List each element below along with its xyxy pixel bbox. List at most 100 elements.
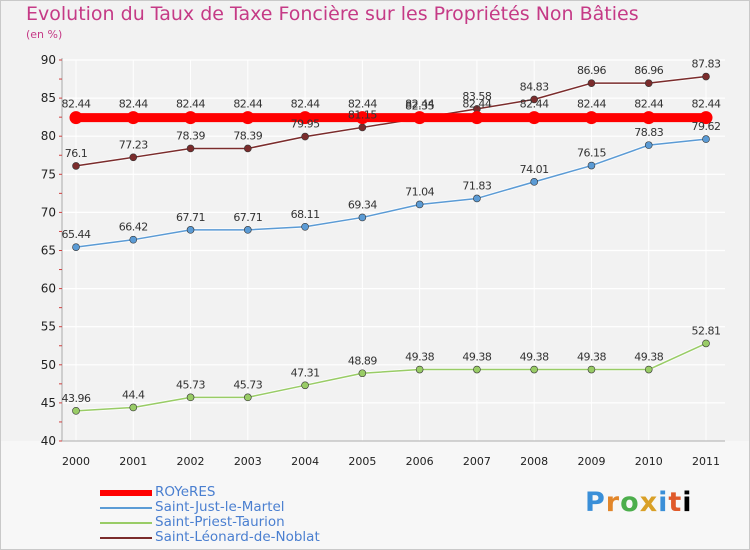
data-label: 48.89 bbox=[348, 354, 377, 367]
x-tick-label: 2002 bbox=[177, 455, 205, 468]
data-label: 82.44 bbox=[577, 98, 606, 111]
y-tick-label: 90 bbox=[41, 53, 56, 67]
data-label: 49.38 bbox=[405, 351, 434, 364]
data-label: 47.31 bbox=[291, 366, 320, 379]
legend-label: Saint-Léonard-de-Noblat bbox=[155, 529, 320, 545]
y-tick-label: 65 bbox=[41, 244, 56, 258]
data-point bbox=[244, 226, 252, 234]
data-point bbox=[699, 111, 713, 125]
data-label: 82.44 bbox=[634, 98, 663, 111]
data-point bbox=[69, 111, 83, 125]
y-tick-label: 85 bbox=[41, 91, 56, 105]
unit-label: (en %) bbox=[26, 28, 63, 41]
data-point bbox=[527, 111, 541, 125]
y-tick-label: 40 bbox=[41, 434, 56, 448]
data-point bbox=[72, 162, 80, 170]
y-tick-label: 45 bbox=[41, 396, 56, 410]
data-label: 71.83 bbox=[462, 179, 491, 192]
legend-label: Saint-Just-le-Martel bbox=[155, 499, 285, 515]
data-label: 82.35 bbox=[405, 99, 434, 112]
data-label: 82.44 bbox=[520, 98, 549, 111]
data-point bbox=[587, 161, 596, 170]
series-line bbox=[75, 138, 707, 248]
data-label: 49.38 bbox=[462, 351, 491, 364]
data-label: 52.81 bbox=[692, 324, 721, 337]
data-label: 87.83 bbox=[692, 58, 721, 71]
data-label: 79.95 bbox=[291, 118, 320, 131]
y-tick-label: 70 bbox=[41, 205, 56, 219]
legend: ROYeRES Saint-Just-le-Martel Saint-Pries… bbox=[100, 485, 400, 546]
data-point bbox=[186, 393, 195, 402]
x-tick-label: 2001 bbox=[119, 455, 147, 468]
chart-title: Evolution du Taux de Taxe Foncière sur l… bbox=[26, 3, 639, 25]
data-label: 82.44 bbox=[233, 98, 262, 111]
data-label: 71.04 bbox=[405, 185, 434, 198]
data-label: 45.73 bbox=[233, 378, 262, 391]
x-tick-label: 2000 bbox=[62, 455, 90, 468]
x-tick-label: 2006 bbox=[406, 455, 434, 468]
series-line bbox=[75, 342, 707, 412]
data-label: 82.44 bbox=[692, 98, 721, 111]
line-chart: 40 45 50 55 60 65 70 75 80 85 90 2000 2001 2002 2003 20… bbox=[41, 53, 725, 468]
data-point bbox=[72, 407, 80, 415]
data-label: 67.71 bbox=[176, 211, 205, 224]
legend-item: Saint-Just-le-Martel bbox=[100, 499, 400, 516]
data-point bbox=[415, 365, 424, 374]
data-point bbox=[184, 111, 198, 125]
legend-item: Saint-Priest-Taurion bbox=[100, 515, 400, 531]
data-point bbox=[358, 123, 367, 132]
legend-swatch bbox=[100, 490, 152, 496]
data-point bbox=[186, 144, 195, 153]
x-tick-label: 2009 bbox=[577, 455, 605, 468]
data-point bbox=[530, 178, 538, 186]
data-point bbox=[298, 111, 312, 125]
data-point bbox=[244, 393, 252, 402]
data-point bbox=[358, 213, 367, 222]
data-label: 68.11 bbox=[291, 208, 320, 221]
data-point bbox=[530, 95, 538, 104]
data-label: 82.44 bbox=[462, 98, 491, 111]
x-tick-label: 2011 bbox=[692, 455, 720, 468]
data-point bbox=[530, 365, 538, 374]
data-point bbox=[129, 153, 138, 162]
x-tick-label: 2003 bbox=[234, 455, 262, 468]
data-point bbox=[358, 369, 367, 378]
data-point bbox=[473, 365, 481, 374]
data-point bbox=[126, 111, 140, 125]
x-tick-label: 2005 bbox=[348, 455, 376, 468]
data-point bbox=[413, 111, 427, 125]
data-point bbox=[587, 365, 596, 374]
data-point bbox=[186, 226, 195, 234]
data-point bbox=[241, 111, 255, 125]
data-point bbox=[473, 194, 481, 203]
legend-item: ROYeRES bbox=[100, 485, 400, 501]
data-point bbox=[129, 235, 138, 244]
data-label: 74.01 bbox=[520, 163, 549, 176]
data-point bbox=[702, 339, 710, 348]
data-label: 82.44 bbox=[176, 98, 205, 111]
x-tick-label: 2008 bbox=[520, 455, 548, 468]
x-tick-label: 2004 bbox=[291, 455, 319, 468]
data-point bbox=[702, 72, 710, 81]
data-point bbox=[702, 135, 710, 143]
data-label: 86.96 bbox=[577, 64, 606, 77]
data-label: 86.96 bbox=[634, 64, 663, 77]
data-point bbox=[129, 403, 138, 412]
y-tick-label: 60 bbox=[41, 282, 56, 296]
legend-swatch bbox=[100, 537, 152, 539]
data-label: 78.39 bbox=[233, 129, 262, 142]
data-point bbox=[355, 111, 369, 125]
data-label: 78.39 bbox=[176, 129, 205, 142]
data-point bbox=[584, 111, 598, 125]
data-point bbox=[470, 111, 484, 125]
x-tick-label: 2007 bbox=[463, 455, 491, 468]
data-label: 49.38 bbox=[520, 351, 549, 364]
data-label: 84.83 bbox=[520, 80, 549, 93]
data-label: 67.71 bbox=[233, 211, 262, 224]
data-label: 82.44 bbox=[348, 98, 377, 111]
data-label: 76.15 bbox=[577, 147, 606, 160]
data-label: 66.42 bbox=[119, 221, 148, 234]
data-label: 65.44 bbox=[62, 228, 91, 241]
x-tick-label: 2010 bbox=[635, 455, 663, 468]
data-label: 82.44 bbox=[291, 98, 320, 111]
